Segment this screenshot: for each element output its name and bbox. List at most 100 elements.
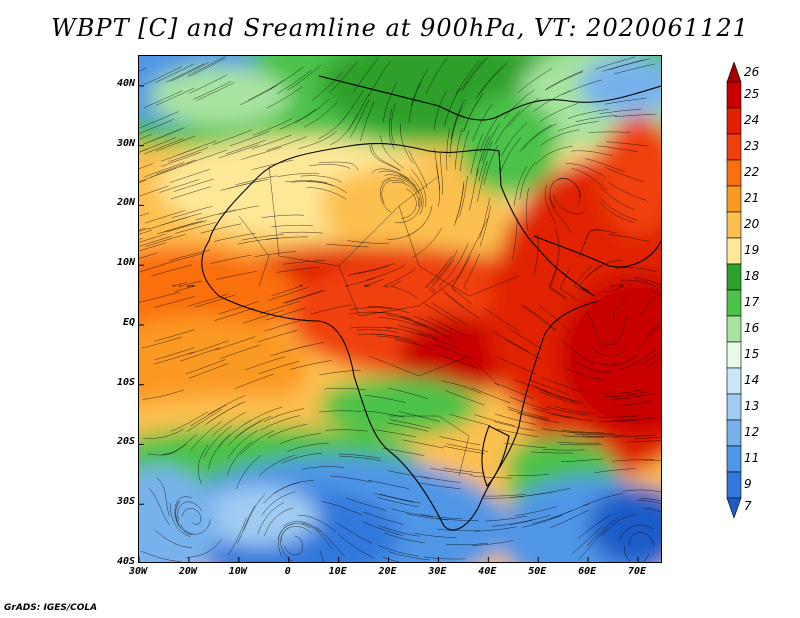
- streamline: [144, 210, 186, 224]
- streamline: [449, 414, 491, 426]
- lon-tick-label: 30W: [128, 566, 148, 577]
- streamline: [572, 359, 613, 373]
- streamline: [419, 482, 461, 490]
- streamline: [186, 409, 223, 433]
- streamline: [264, 507, 294, 537]
- streamline: [371, 143, 401, 171]
- streamline: [280, 526, 312, 543]
- streamline: [398, 325, 439, 339]
- streamline: [379, 493, 421, 504]
- streamline: [443, 445, 485, 454]
- streamline: [612, 459, 655, 462]
- streamline: [500, 136, 522, 174]
- streamline: [239, 84, 278, 106]
- streamline: [139, 185, 169, 197]
- streamline: [479, 198, 490, 239]
- streamline: [237, 237, 279, 245]
- streamline: [379, 317, 421, 327]
- streamline: [241, 147, 282, 160]
- streamline: [539, 305, 571, 334]
- streamline: [370, 333, 412, 340]
- streamline: [450, 99, 465, 140]
- streamline: [159, 179, 200, 193]
- streamline: [304, 101, 338, 128]
- streamline: [157, 221, 198, 235]
- streamline: [349, 326, 392, 329]
- streamline: [378, 170, 416, 187]
- streamline: [451, 256, 470, 292]
- streamline: [145, 234, 186, 247]
- streamline: [353, 263, 395, 275]
- streamline: [613, 290, 635, 325]
- colorbar-swatch: [726, 263, 742, 291]
- streamline: [160, 146, 201, 162]
- streamline: [497, 356, 536, 375]
- streamline: [388, 470, 430, 479]
- streamline: [326, 244, 369, 248]
- streamline: [507, 474, 550, 476]
- streamline: [626, 440, 661, 443]
- streamline: [479, 114, 500, 152]
- country-borders: [238, 165, 520, 477]
- streamline: [533, 233, 539, 276]
- arabia-coast: [533, 235, 661, 268]
- lat-tick-label: 40N: [116, 77, 135, 89]
- streamline: [561, 429, 604, 433]
- streamline: [139, 252, 158, 259]
- streamline: [139, 229, 152, 235]
- streamline: [560, 458, 603, 463]
- streamline: [540, 129, 580, 146]
- streamline: [475, 135, 491, 176]
- streamline: [141, 336, 183, 349]
- streamline: [598, 415, 641, 418]
- madagascar-coast: [481, 425, 510, 487]
- streamline: [318, 161, 359, 170]
- streamline: [214, 307, 255, 321]
- streamline: [139, 163, 153, 170]
- streamline: [425, 57, 448, 94]
- streamline: [380, 135, 404, 169]
- streamline: [139, 118, 174, 135]
- streamline: [371, 168, 410, 180]
- streamline: [284, 290, 326, 304]
- streamline: [229, 131, 270, 147]
- streamline: [408, 82, 422, 123]
- streamline: [359, 101, 375, 142]
- streamline: [210, 254, 252, 264]
- streamline: [414, 315, 453, 334]
- streamline: [187, 294, 228, 307]
- streamline: [564, 366, 604, 380]
- streamline: [279, 108, 317, 130]
- streamline: [599, 186, 635, 210]
- streamline: [644, 507, 661, 513]
- streamline: [264, 408, 305, 422]
- streamline: [478, 63, 507, 95]
- streamline: [539, 391, 580, 405]
- streamline: [430, 468, 473, 475]
- streamline: [494, 413, 536, 425]
- streamline: [586, 517, 619, 547]
- streamline: [378, 545, 419, 557]
- streamline: [139, 233, 166, 243]
- streamline: [266, 236, 308, 240]
- streamline: [609, 58, 651, 70]
- streamline: [270, 344, 312, 357]
- streamline: [501, 122, 528, 157]
- streamline: [215, 271, 258, 280]
- streamline: [259, 300, 300, 314]
- streamline: [599, 389, 642, 394]
- streamline: [261, 491, 296, 516]
- streamline: [139, 242, 167, 252]
- streamline: [154, 296, 195, 308]
- streamline: [453, 184, 465, 226]
- colorbar-label: 12: [744, 425, 760, 439]
- streamline: [446, 243, 469, 280]
- streamline: [155, 87, 195, 106]
- streamline: [142, 128, 182, 145]
- streamline: [471, 540, 514, 546]
- streamline: [560, 444, 603, 446]
- lon-tick-label: 20W: [178, 566, 197, 577]
- streamline: [615, 267, 657, 273]
- colorbar-swatch: [726, 133, 742, 161]
- streamline: [470, 475, 513, 479]
